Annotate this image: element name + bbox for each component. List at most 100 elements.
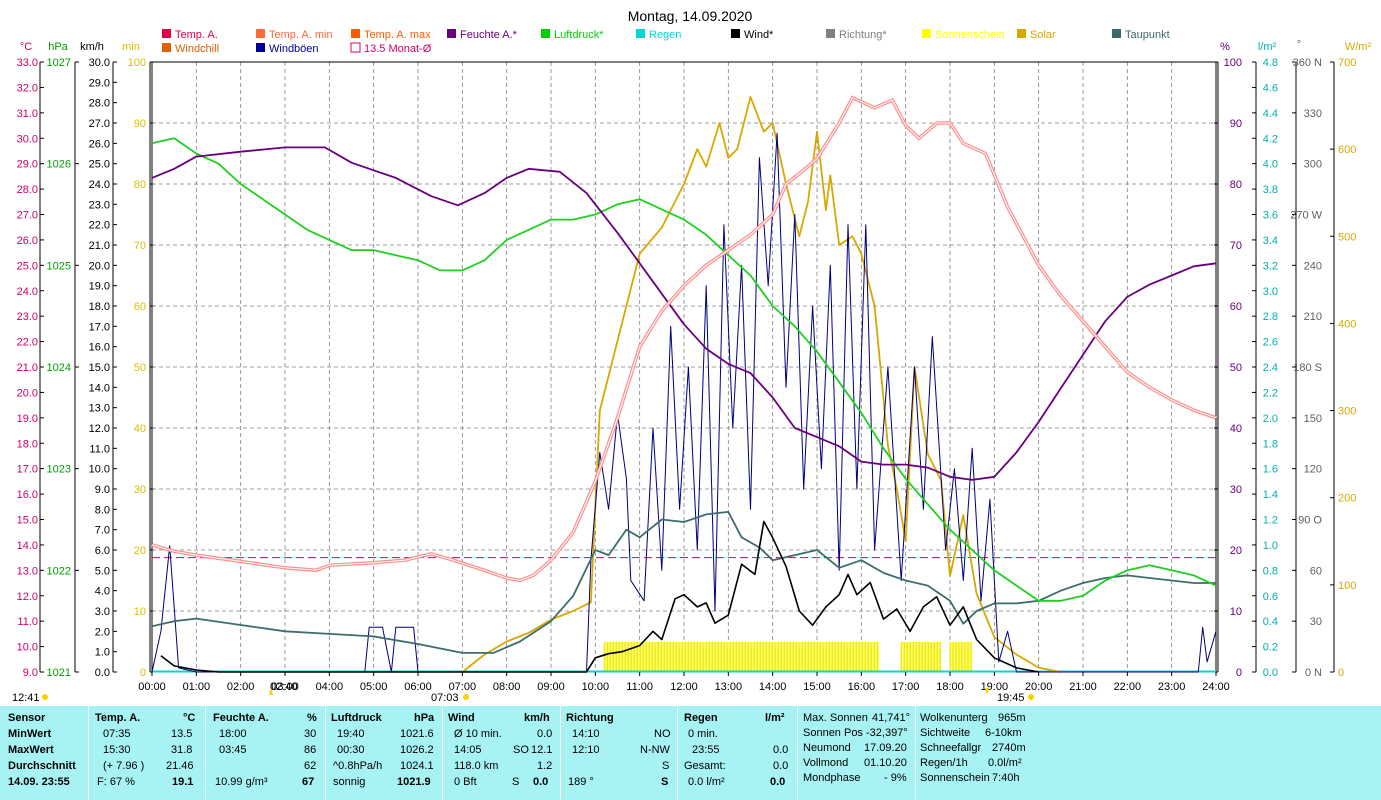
wind-axis-label-5: 5.0 — [95, 565, 110, 577]
direction-axis-label-3: 90 O — [1298, 515, 1322, 527]
wind-axis-label-13: 13.0 — [89, 403, 110, 415]
rain-axis-label-0: 0.0 — [1263, 667, 1278, 679]
rain-axis-label-11: 2.2 — [1263, 387, 1278, 399]
wind-axis-label-12: 12.0 — [89, 423, 110, 435]
x-tick-label-4: 04:00 — [316, 681, 344, 693]
temp-axis-label-8: 17.0 — [17, 464, 38, 476]
temp-axis-label-3: 12.0 — [17, 591, 38, 603]
wind-axis-label-6: 6.0 — [95, 545, 110, 557]
min-axis-label-2: 20 — [134, 545, 146, 557]
temp-axis-label-21: 30.0 — [17, 133, 38, 145]
legend-label-13: Taupunkt — [1125, 29, 1170, 41]
wind-axis-label-17: 17.0 — [89, 321, 110, 333]
x-tick-label-23: 23:00 — [1158, 681, 1186, 693]
direction-axis-label-9: 270 W — [1290, 210, 1322, 222]
solar-axis-label-5: 500 — [1338, 231, 1356, 243]
rain-axis-label-2: 0.4 — [1263, 616, 1278, 628]
pressure-axis-label-0: 1021 — [47, 667, 71, 679]
min-axis-label-3: 30 — [134, 484, 146, 496]
pressure-min-value: 1021.6 — [400, 728, 434, 740]
min-axis-label-4: 40 — [134, 423, 146, 435]
rain-value: 0.0 — [773, 744, 789, 756]
legend-label-12: Solar — [1030, 29, 1056, 41]
temp-highlight — [151, 96, 1217, 582]
astro-value-1: 41,741° — [872, 712, 911, 724]
rain-axis-label-19: 3.8 — [1263, 184, 1278, 196]
temp-max-time: 15:30 — [103, 744, 131, 756]
direction-axis-label-11: 330 — [1304, 108, 1322, 120]
x-tick-label-20: 20:00 — [1025, 681, 1053, 693]
temp-axis-label-9: 18.0 — [17, 438, 38, 450]
humidity-axis-label-8: 80 — [1230, 179, 1242, 191]
wind-beaufort: 0 Bft — [454, 776, 477, 788]
windb-en-series — [151, 132, 1217, 673]
x-tick-label-21: 21:00 — [1069, 681, 1097, 693]
rain-axis-label-12: 2.4 — [1263, 362, 1278, 374]
humidity-unit: % — [307, 712, 317, 724]
min-axis-label-6: 60 — [134, 301, 146, 313]
direction-axis-label-0: 0 N — [1305, 667, 1322, 679]
legend-swatch-8 — [636, 29, 645, 38]
legend-swatch-12 — [1017, 29, 1026, 38]
temp-current: 19.1 — [172, 776, 194, 788]
legend-swatch-6 — [447, 29, 456, 38]
wind-axis-label-1: 1.0 — [95, 647, 110, 659]
temp-axis-label-16: 25.0 — [17, 260, 38, 272]
legend-label-8: Regen — [649, 29, 681, 41]
rain-axis-label-3: 0.6 — [1263, 591, 1278, 603]
legend-label-1: Windchill — [175, 43, 219, 55]
humidity-avg-value: 62 — [304, 760, 317, 772]
direction-r1-value: NO — [654, 728, 671, 740]
wind-max-dir: SO — [513, 744, 529, 756]
rain-axis-label-10: 2.0 — [1263, 413, 1278, 425]
wind-header: Wind — [448, 712, 475, 724]
min-axis-label-9: 90 — [134, 118, 146, 130]
legend-label-5: 13.5 Monat-Ø — [364, 43, 432, 55]
legend-swatch-11 — [922, 29, 931, 38]
x-tick-label-1: 01:00 — [183, 681, 211, 693]
wind-axis-label-19: 19.0 — [89, 281, 110, 293]
rain-axis-label-13: 2.6 — [1263, 337, 1278, 349]
humidity-axis-label-4: 40 — [1230, 423, 1242, 435]
humidity-axis-label-5: 50 — [1230, 362, 1242, 374]
humidity-axis-label-10: 100 — [1224, 57, 1242, 69]
min-axis-unit: min — [122, 41, 140, 53]
humidity-axis-label-3: 30 — [1230, 484, 1242, 496]
direction-axis-label-1: 30 — [1310, 616, 1322, 628]
temp-axis-label-19: 28.0 — [17, 184, 38, 196]
temp-min-value: 13.5 — [171, 728, 193, 740]
pressure-avg-value: 1024.1 — [400, 760, 434, 772]
wind-axis-label-11: 11.0 — [89, 443, 110, 455]
x-tick-label-5: 05:00 — [360, 681, 388, 693]
dawn-arrow-icon — [269, 688, 273, 695]
direction-header: Richtung — [566, 712, 614, 724]
pressure-axis-label-4: 1025 — [47, 260, 71, 272]
temp-axis-label-5: 14.0 — [17, 540, 38, 552]
temp-axis-label-12: 21.0 — [17, 362, 38, 374]
statistics-panel: Sensor MinWert MaxWert Durchschnitt 14.0… — [0, 706, 1381, 800]
x-tick-label-0: 00:00 — [138, 681, 166, 693]
direction-axis-label-10: 300 — [1304, 159, 1322, 171]
date-row-label: 14.09. 23:55 — [8, 776, 70, 788]
legend-label-2: Temp. A. min — [269, 29, 333, 41]
humidity-axis-label-9: 90 — [1230, 118, 1242, 130]
pressure-header: Luftdruck — [331, 712, 382, 724]
temp-axis-label-17: 26.0 — [17, 235, 38, 247]
dusk-arrow-icon — [985, 688, 989, 695]
astro-value-2: -32,397° — [866, 727, 908, 739]
wind-current: 0.0 — [533, 776, 549, 788]
rain-axis-unit: l/m² — [1258, 41, 1277, 53]
rain-axis-label-23: 4.6 — [1263, 82, 1278, 94]
wind-distance: 118.0 km — [454, 760, 499, 772]
sunshine-block-0 — [604, 642, 880, 672]
rain-header: Regen — [684, 712, 718, 724]
x-tick-label-2: 02:00 — [227, 681, 255, 693]
legend-label-4: Temp. A. max — [364, 29, 431, 41]
astro-value-4: 01.10.20 — [864, 757, 907, 769]
rain-axis-label-20: 4.0 — [1263, 159, 1278, 171]
temp-axis-label-14: 23.0 — [17, 311, 38, 323]
wind-series — [160, 520, 1039, 673]
wind-max-value: 12.1 — [531, 744, 553, 756]
wind-avg-value: 0.0 — [537, 728, 553, 740]
temp-axis-label-0: 9.0 — [23, 667, 38, 679]
